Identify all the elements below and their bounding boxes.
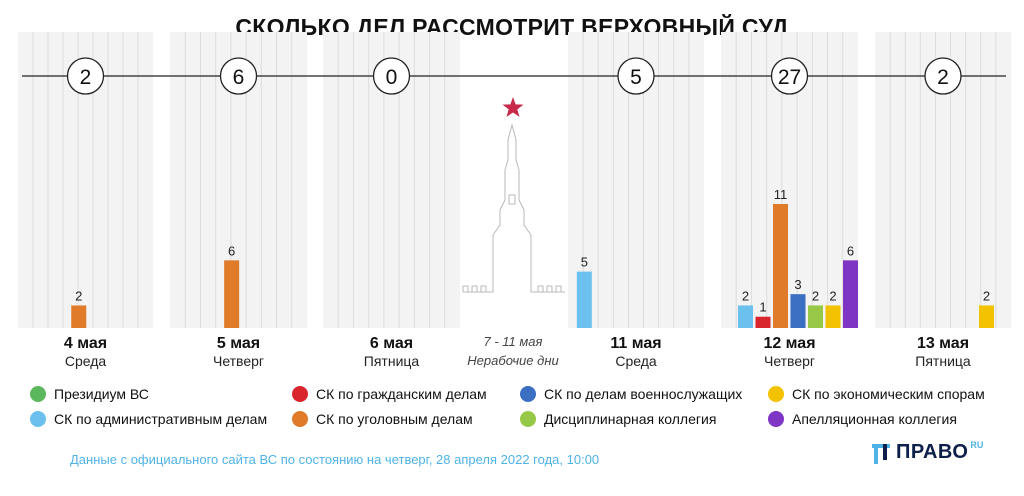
tower-outline (463, 123, 565, 293)
weekday-label: Среда (65, 353, 107, 369)
break-sublabel: Нерабочие дни (467, 353, 558, 368)
legend-label: Апелляционная коллегия (792, 411, 957, 427)
bar-value-label: 6 (847, 243, 854, 258)
date-label: 4 мая (64, 335, 107, 352)
bar-value-label: 2 (812, 288, 819, 303)
bar (71, 305, 87, 328)
bar (790, 294, 806, 328)
total-circle (372, 57, 411, 95)
tower-wall-left (462, 285, 487, 292)
legend-label: СК по уголовным делам (316, 411, 473, 427)
date-label: 5 мая (217, 335, 260, 352)
total-count: 6 (233, 66, 245, 89)
bar-value-label: 2 (983, 288, 990, 303)
bar (979, 305, 995, 328)
weekday-label: Пятница (915, 353, 971, 369)
legend-label: СК по административным делам (54, 411, 268, 427)
legend-item: СК по уголовным делам (292, 411, 473, 427)
bar-value-label: 6 (228, 243, 235, 258)
tower-clock (508, 194, 516, 205)
weekday-label: Четверг (764, 353, 815, 369)
legend-item: Президиум ВС (30, 386, 149, 402)
total-count: 2 (937, 66, 949, 89)
bar (576, 271, 592, 328)
star-icon (502, 97, 524, 117)
legend-dot-icon (520, 411, 536, 427)
bar-value-label: 2 (742, 288, 749, 303)
legend-dot-icon (292, 386, 308, 402)
legend-dot-icon (30, 386, 46, 402)
total-circle (66, 57, 105, 95)
total-circle (617, 57, 655, 95)
date-label: 11 мая (610, 335, 661, 352)
legend-item: Апелляционная коллегия (768, 411, 957, 427)
logo-text: ПРАВО (896, 441, 969, 463)
bar (773, 203, 788, 328)
total-circle (770, 57, 809, 95)
weekday-label: Пятница (364, 353, 420, 369)
legend-dot-icon (768, 386, 784, 402)
break-label: 7 - 11 мая (484, 334, 543, 349)
bar-value-label: 11 (774, 187, 788, 202)
date-label: 12 мая (763, 335, 815, 352)
bar-value-label: 1 (759, 300, 766, 315)
legend-item: СК по гражданским делам (292, 386, 487, 402)
total-circle (219, 57, 258, 95)
weekday-label: Четверг (213, 353, 264, 369)
total-count: 0 (386, 66, 398, 89)
bar (825, 305, 841, 328)
legend-item: СК по делам военнослужащих (520, 386, 742, 402)
logo-icon (872, 443, 890, 464)
tower-wall-right (537, 285, 562, 292)
legend-label: СК по гражданским делам (316, 386, 487, 402)
kremlin-tower-icon (462, 123, 565, 293)
total-count: 2 (80, 66, 92, 89)
legend-item: Дисциплинарная коллегия (520, 411, 716, 427)
logo-sup: RU (970, 439, 984, 450)
total-count: 27 (778, 66, 801, 89)
bar (738, 305, 753, 328)
pravo-logo: ПРАВО RU (872, 439, 984, 464)
bar-value-label: 3 (794, 277, 801, 292)
legend-label: Президиум ВС (54, 386, 149, 402)
date-label: 6 мая (370, 335, 413, 352)
legend-item: СК по административным делам (30, 411, 267, 427)
legend: Президиум ВС СК по гражданским делам СК по… (0, 380, 1024, 440)
bar (843, 260, 858, 328)
bar (755, 316, 771, 328)
total-count: 5 (630, 66, 642, 89)
legend-dot-icon (30, 411, 46, 427)
date-label: 13 мая (917, 335, 969, 352)
legend-label: СК по экономическим спорам (792, 386, 985, 402)
bar-value-label: 2 (829, 288, 836, 303)
bar-value-label: 5 (581, 255, 588, 270)
bar (808, 305, 823, 328)
source-note: Данные с официального сайта ВС по состоя… (70, 452, 600, 467)
legend-dot-icon (768, 411, 784, 427)
weekday-label: Среда (615, 353, 657, 369)
legend-item: СК по экономическим спорам (768, 386, 985, 402)
total-circle (924, 57, 962, 95)
legend-dot-icon (292, 411, 308, 427)
legend-label: СК по делам военнослужащих (544, 386, 743, 402)
bar-value-label: 2 (75, 288, 82, 303)
legend-dot-icon (520, 386, 536, 402)
bar (224, 260, 240, 328)
legend-label: Дисциплинарная коллегия (544, 411, 717, 427)
